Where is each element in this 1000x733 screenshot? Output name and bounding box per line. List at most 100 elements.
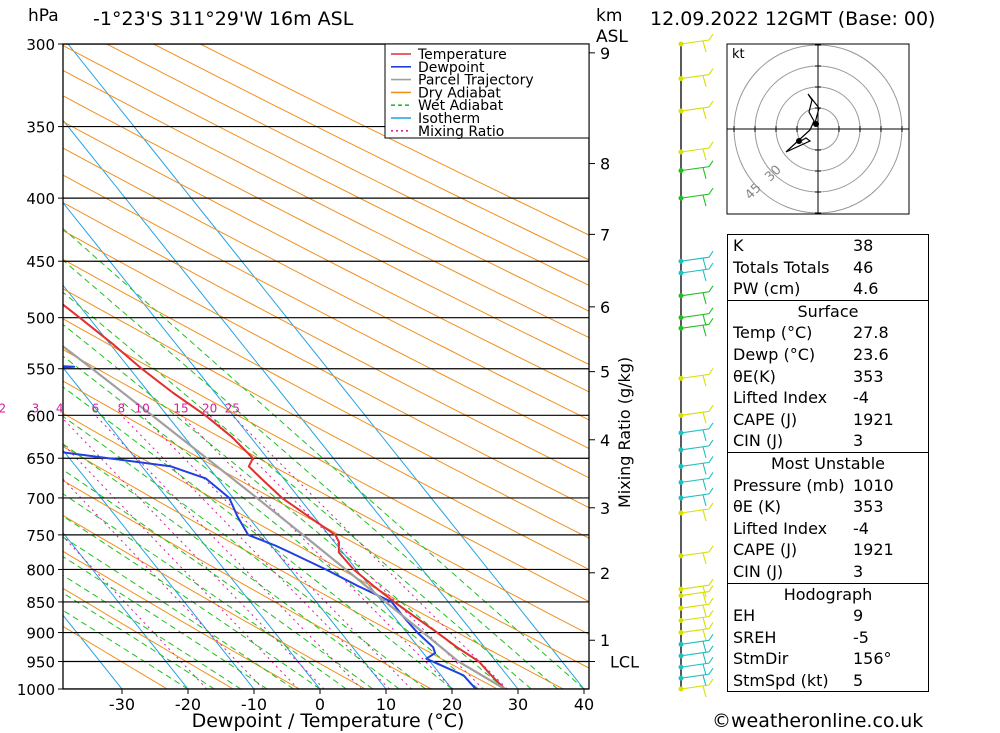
most-unstable-row: Lifted Index -4	[733, 518, 869, 538]
legend-label: Wet Adiabat	[418, 98, 504, 114]
mixing-ratio-label: 6	[91, 401, 99, 415]
wind-barb-flag	[702, 494, 707, 507]
pressure-tick-label: 300	[26, 36, 55, 54]
wind-barb-staff	[680, 678, 714, 690]
wind-barb	[678, 597, 714, 617]
wind-barb-flag	[702, 641, 707, 653]
hodograph-section-title: Hodograph	[728, 582, 928, 606]
pressure-tick-label: 600	[26, 407, 55, 425]
wind-barb	[678, 307, 714, 326]
dry-adiabat-line	[200, 44, 589, 236]
plot-frame	[62, 43, 590, 690]
wind-barb-flag	[702, 107, 707, 120]
most-unstable-row: Pressure (mb) 1010	[733, 475, 894, 495]
wind-barb-staff	[680, 141, 714, 153]
most-unstable-section-title: Most Unstable	[728, 451, 928, 475]
pressure-tick-label: 550	[26, 361, 55, 379]
index-row-pw: PW (cm) 4.6	[733, 279, 879, 299]
dry-adiabat-line	[63, 550, 300, 689]
temperature-tick-label: 30	[508, 695, 528, 714]
dry-adiabat-line	[63, 587, 234, 689]
mixing-ratio-label: 8	[118, 401, 126, 415]
wind-barb-flag	[702, 325, 707, 337]
dry-adiabat-line	[63, 121, 589, 393]
height-tick-label: 5	[600, 363, 610, 382]
mixing-ratio-line	[180, 414, 454, 689]
wind-barb-flag	[702, 148, 707, 161]
wind-barb-staff	[680, 578, 714, 590]
index-row-k: K 38	[733, 236, 874, 255]
isotherm-line	[63, 449, 255, 689]
pressure-tick-label: 900	[26, 625, 55, 643]
wind-barb	[678, 317, 714, 337]
copyright-link[interactable]: ©weatheronline.co.uk	[712, 710, 924, 732]
wind-barb-flag	[702, 479, 707, 491]
km-unit-label: km	[596, 6, 623, 26]
surface-row: Lifted Index -4	[733, 388, 869, 408]
temperature-tick-label: 40	[574, 695, 594, 714]
wind-barb-staff	[680, 33, 714, 45]
wind-barb-staff	[680, 545, 714, 557]
height-tick-label: 7	[600, 225, 610, 244]
wind-barb	[678, 634, 714, 653]
wind-barb-staff	[680, 368, 714, 379]
wind-barb-staff	[680, 597, 714, 609]
wet-adiabat-line	[63, 493, 347, 689]
height-tick-label: 6	[600, 298, 610, 317]
pressure-tick-label: 350	[26, 119, 55, 137]
most-unstable-row: CAPE (J) 1921	[733, 540, 894, 560]
temperature-profile	[63, 303, 506, 689]
wind-barb	[678, 405, 714, 424]
wind-barb	[678, 622, 714, 641]
wind-barb-staff	[680, 622, 714, 634]
wind-barb-flag	[702, 258, 707, 270]
pressure-tick-label: 500	[26, 310, 55, 328]
legend-label: Temperature	[417, 47, 507, 63]
wind-barb	[678, 667, 714, 687]
wind-barb-flag	[702, 592, 707, 604]
wind-barb-flag	[702, 292, 707, 304]
index-row-totals: Totals Totals 46	[733, 257, 874, 277]
wind-barb	[678, 472, 714, 491]
wind-barb-staff	[680, 656, 714, 668]
wind-barb-staff	[680, 634, 714, 645]
pressure-unit-label: hPa	[28, 6, 59, 26]
pressure-tick-label: 850	[26, 594, 55, 612]
hodograph-trace	[785, 93, 820, 153]
height-tick-label: 8	[600, 155, 610, 174]
wind-barb	[678, 585, 714, 604]
mixing-ratio-label: 10	[135, 401, 150, 415]
wind-barb-staff	[680, 667, 714, 679]
wind-barb-flag	[702, 552, 707, 565]
wind-barb-staff	[680, 100, 714, 112]
wet-adiabat-line	[63, 443, 400, 689]
legend-label: Isotherm	[418, 111, 480, 127]
height-tick-label: 3	[600, 499, 610, 518]
wind-barb-staff	[680, 160, 714, 172]
dry-adiabat-line	[63, 348, 589, 635]
legend-label: Dewpoint	[418, 60, 485, 76]
wind-barb-flag	[702, 429, 707, 442]
wind-barb	[678, 368, 714, 387]
height-tick-label: 2	[600, 564, 610, 583]
mixing-ratio-line	[231, 414, 508, 689]
dry-adiabat-line	[153, 44, 589, 261]
wet-adiabat-line	[63, 227, 585, 689]
wind-barb	[678, 487, 714, 507]
datetime-title: 12.09.2022 12GMT (Base: 00)	[650, 8, 936, 30]
wind-barb	[678, 285, 714, 304]
wind-barb	[678, 578, 714, 598]
wind-barb-staff	[680, 422, 714, 434]
lcl-label: LCL	[610, 653, 639, 672]
isotherm-line	[63, 531, 189, 689]
wind-barb	[678, 160, 714, 179]
hodograph-row: SREH -5	[733, 627, 869, 647]
wind-barb-staff	[680, 405, 714, 416]
x-axis-label: Dewpoint / Temperature (°C)	[192, 710, 465, 732]
wind-barb	[678, 250, 714, 270]
wind-barb-flag	[702, 194, 707, 207]
mixing-ratio-axis-label: Mixing Ratio (g/kg)	[615, 357, 634, 508]
surface-row: CAPE (J) 1921	[733, 409, 894, 429]
dry-adiabat-line	[106, 44, 589, 286]
